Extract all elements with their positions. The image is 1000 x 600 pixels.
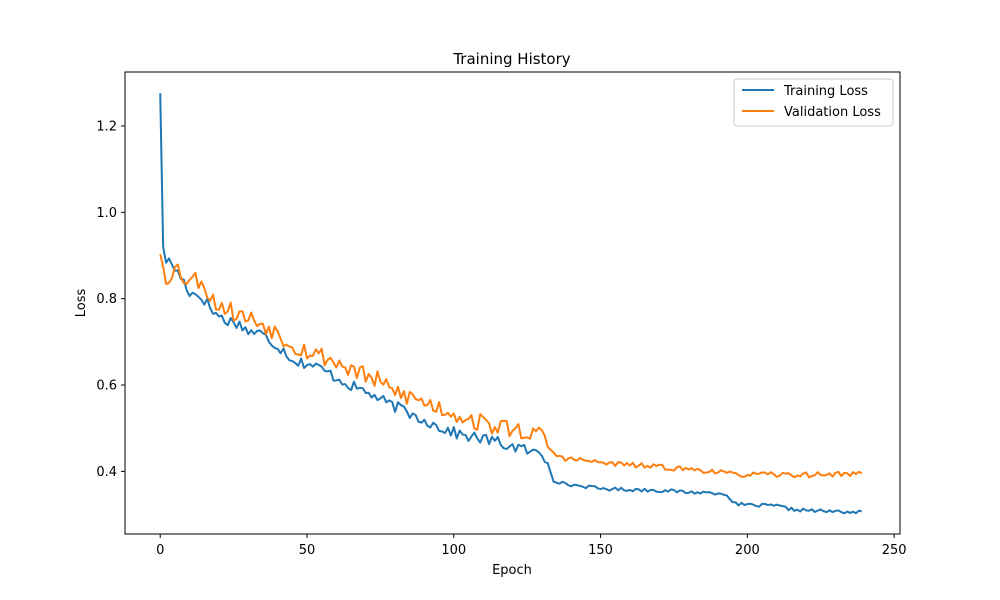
plot-area xyxy=(124,71,901,535)
x-tick-label: 150 xyxy=(588,543,613,558)
x-tick-label: 50 xyxy=(299,543,316,558)
y-tick-label: 0.8 xyxy=(96,292,117,307)
x-axis-label: Epoch xyxy=(492,563,532,578)
x-tick-label: 0 xyxy=(156,543,164,558)
y-axis-ticks: 0.4 0.6 0.8 1.0 1.2 xyxy=(96,119,125,480)
series-line-training-loss xyxy=(159,93,863,515)
legend: Training Loss Validation Loss xyxy=(733,78,894,127)
x-tick-label: 250 xyxy=(882,543,907,558)
y-tick-label: 1.0 xyxy=(96,206,117,221)
series-layer xyxy=(159,93,863,515)
y-tick-label: 0.4 xyxy=(96,465,117,480)
x-tick-label: 100 xyxy=(441,543,466,558)
series-line-validation-loss xyxy=(159,253,863,479)
legend-label-validation-loss: Validation Loss xyxy=(784,105,881,120)
axes-frame xyxy=(124,71,901,535)
x-axis-ticks: 0 50 100 150 200 250 xyxy=(156,534,907,558)
y-axis-label: Loss xyxy=(74,289,89,318)
x-tick-label: 200 xyxy=(735,543,760,558)
y-tick-label: 0.6 xyxy=(96,379,117,394)
legend-label-training-loss: Training Loss xyxy=(783,84,868,99)
y-tick-label: 1.2 xyxy=(96,119,117,134)
chart-title: Training History xyxy=(452,50,570,68)
